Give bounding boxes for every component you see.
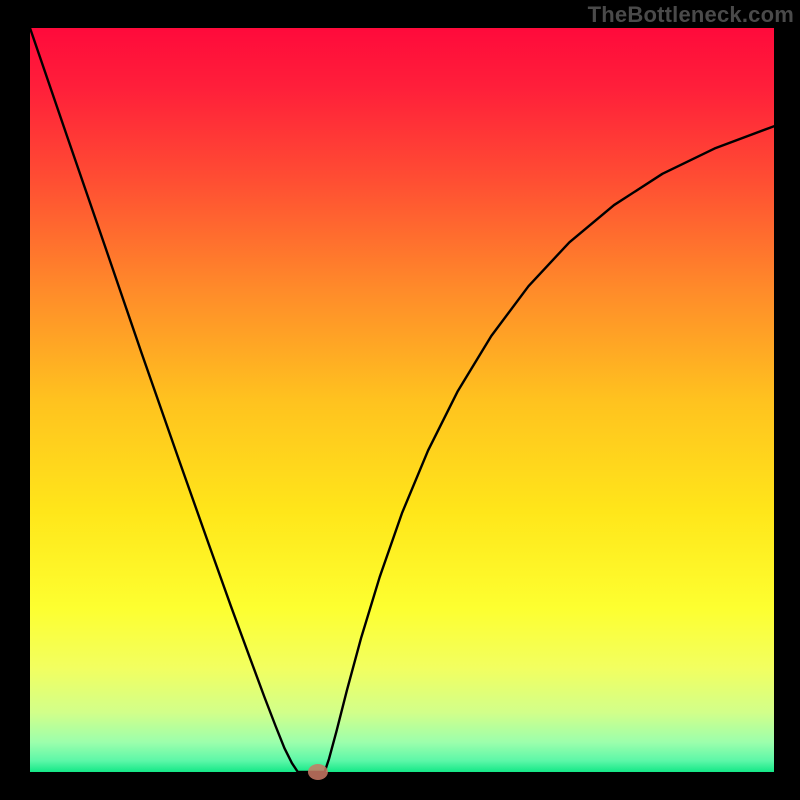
v-curve-path bbox=[30, 28, 774, 772]
bottleneck-curve-chart bbox=[0, 0, 800, 800]
minimum-marker-dot bbox=[308, 764, 328, 780]
figure-root: TheBottleneck.com bbox=[0, 0, 800, 800]
watermark-text: TheBottleneck.com bbox=[588, 2, 794, 28]
